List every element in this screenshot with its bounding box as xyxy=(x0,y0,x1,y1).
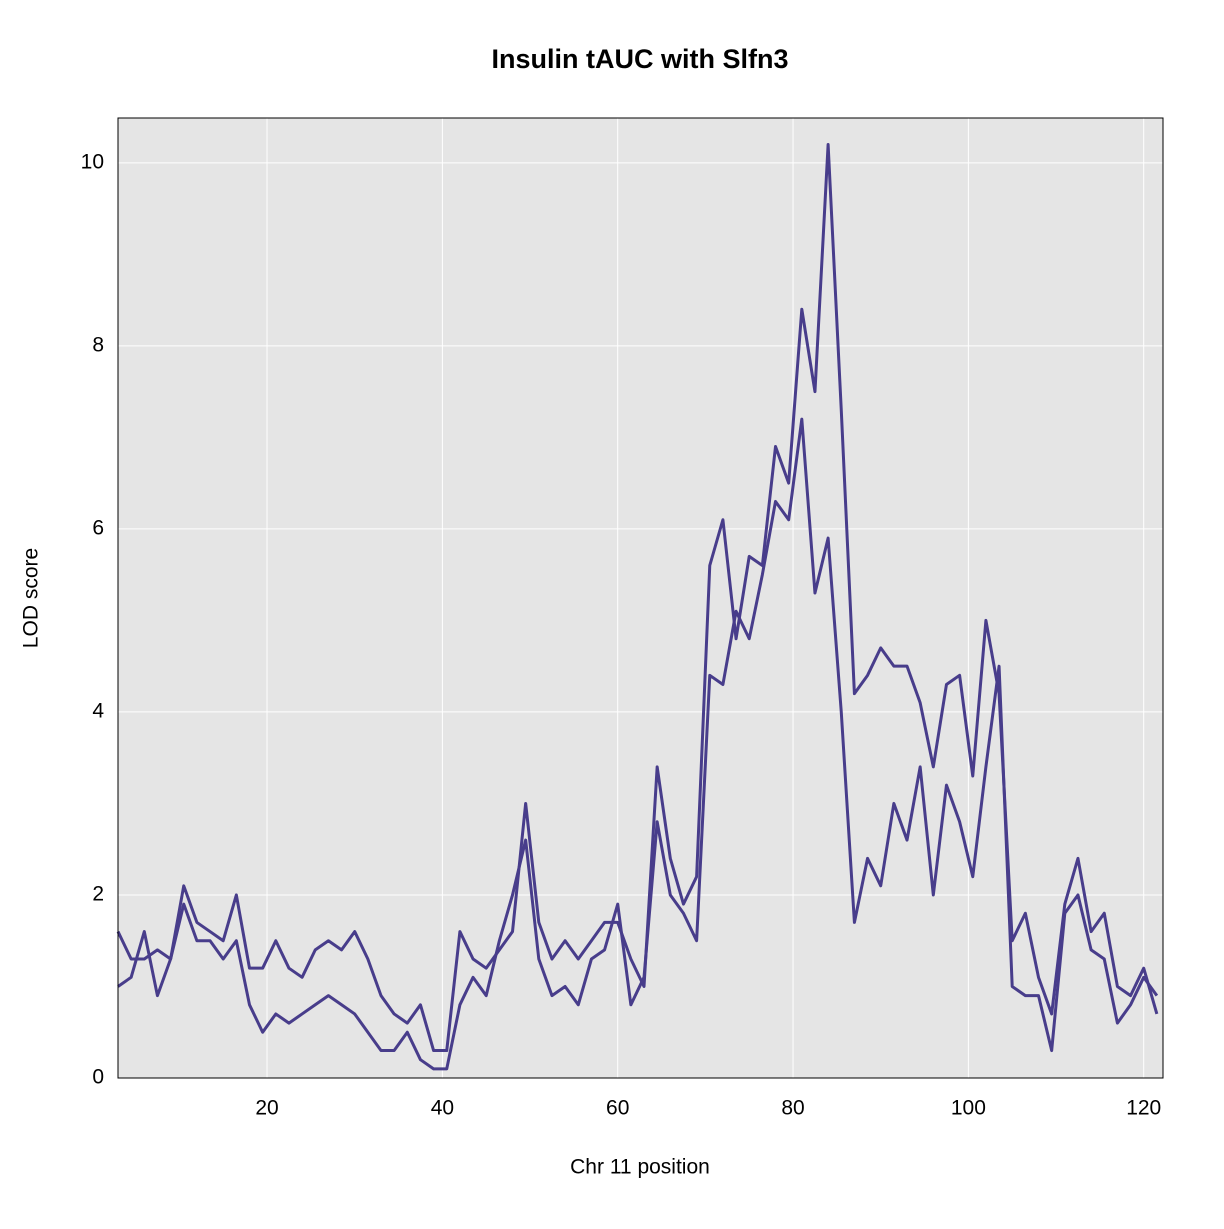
x-tick-label: 100 xyxy=(951,1097,986,1120)
plot-background xyxy=(118,118,1163,1078)
x-tick-label: 20 xyxy=(255,1097,278,1120)
y-tick-label: 2 xyxy=(92,883,104,906)
grid xyxy=(118,118,1163,1079)
lod-line xyxy=(116,143,1159,1053)
y-tick-label: 8 xyxy=(92,333,104,356)
y-tick-label: 6 xyxy=(92,516,104,539)
x-tick-label: 60 xyxy=(606,1097,629,1120)
y-tick-label: 0 xyxy=(92,1066,104,1089)
chart-title: Insulin tAUC with Slfn3 xyxy=(492,44,789,74)
y-tick-label: 10 xyxy=(81,150,104,173)
x-tick-label: 120 xyxy=(1126,1097,1161,1120)
x-tick-label: 40 xyxy=(431,1097,454,1120)
lines xyxy=(116,143,1159,1071)
y-tick-label: 4 xyxy=(92,699,104,722)
plot-border xyxy=(117,117,1164,1079)
x-tick-label: 80 xyxy=(781,1097,804,1120)
y-axis-label: LOD score xyxy=(20,548,43,648)
lod-line xyxy=(117,417,1159,1071)
x-axis-label: Chr 11 position xyxy=(570,1156,710,1179)
